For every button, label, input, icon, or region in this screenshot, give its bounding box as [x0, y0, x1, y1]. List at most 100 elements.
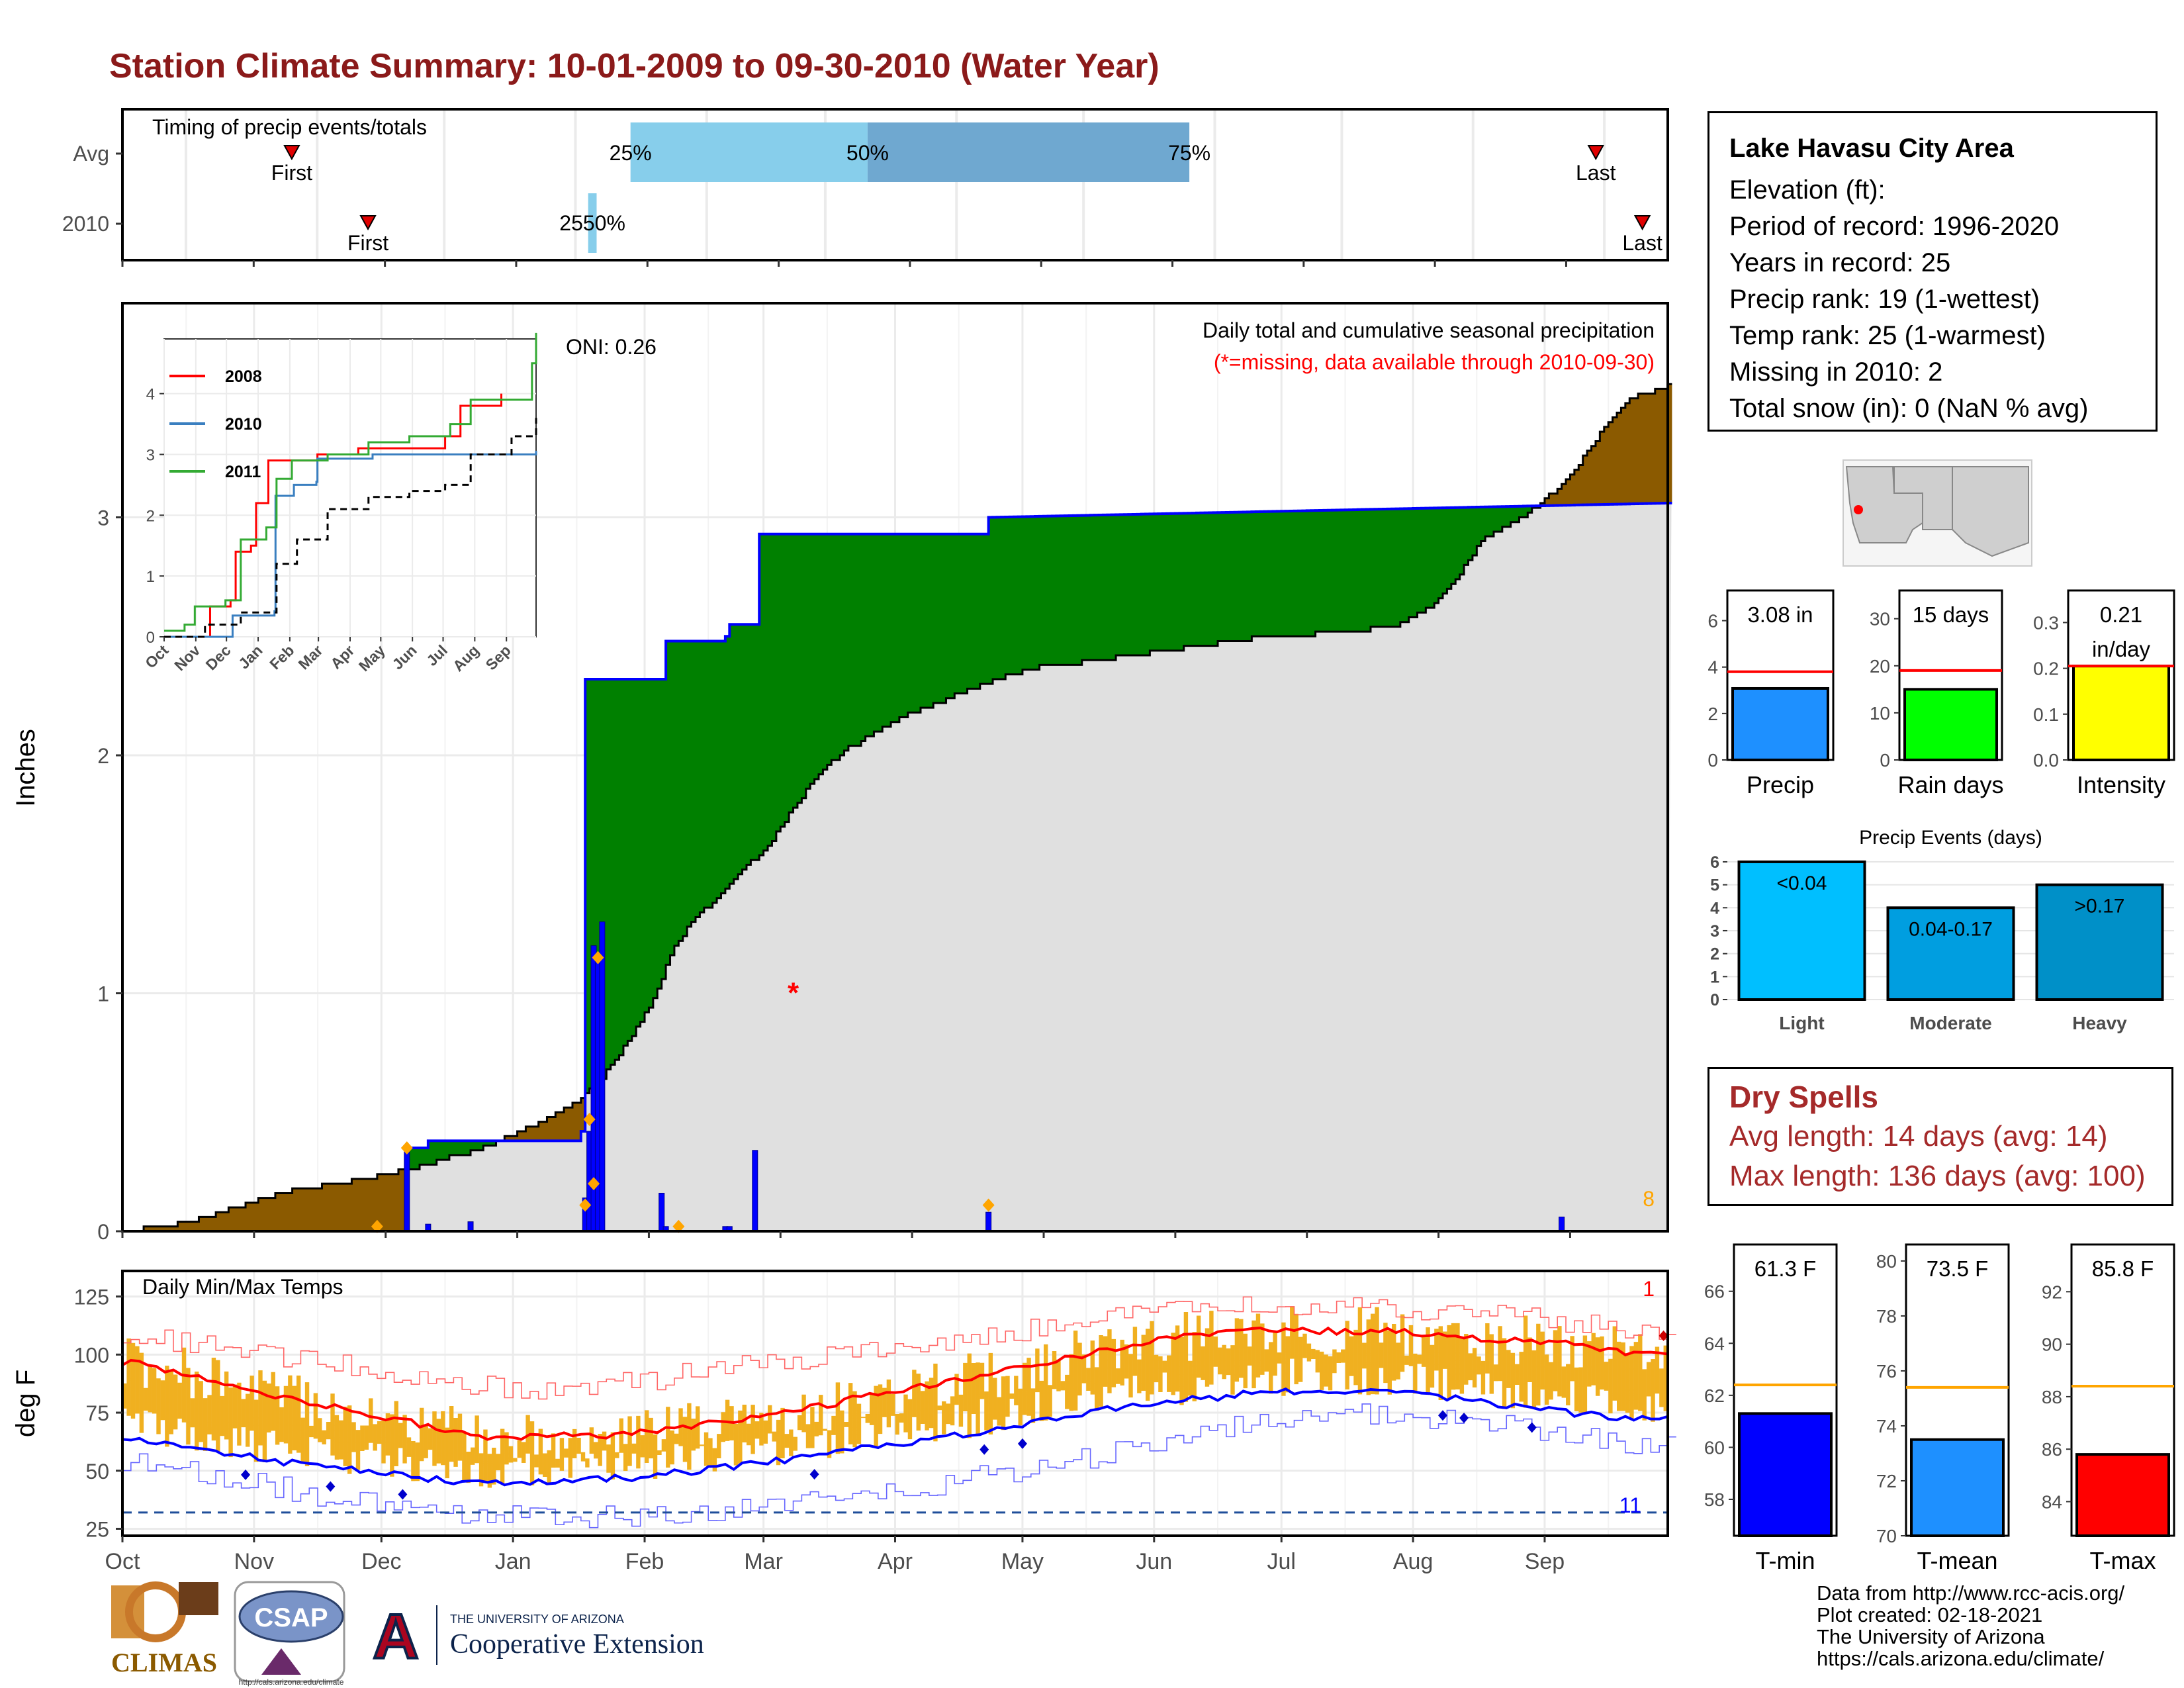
- temp-panel-1-value-label: 61.3 F: [1754, 1256, 1817, 1281]
- events-category-moderate: Moderate: [1909, 1013, 1991, 1033]
- info-precip-rank: Precip rank: 19 (1-wettest): [1729, 285, 2040, 314]
- temp-panel-1-y-tick-label: 60: [1704, 1437, 1725, 1458]
- events-y-tick-label: 4: [1710, 899, 1719, 917]
- station-info-box: Lake Havasu City Area Elevation (ft): Pe…: [1707, 111, 2158, 432]
- temp-record-min-line: [122, 1403, 1676, 1528]
- precip-y-tick-label: 2: [97, 744, 109, 768]
- events-category-heavy: Heavy: [2072, 1013, 2127, 1033]
- temp-panel-1-y-tick-label: 64: [1704, 1333, 1725, 1354]
- inset-series-line-2008: [164, 393, 503, 638]
- precip-panel-2-category-label: Rain days: [1897, 771, 2003, 798]
- precip-cumulative-2010-line: [122, 501, 1672, 1233]
- events-y-tick-label: 0: [1710, 991, 1719, 1009]
- temp-x-tick-label-Dec: Dec: [361, 1549, 401, 1574]
- info-snow: Total snow (in): 0 (NaN % avg): [1729, 394, 2089, 423]
- temp-record-high-marker: [1659, 1330, 1668, 1341]
- precip-panel-1-y-tick-label: 0: [1707, 750, 1718, 771]
- precip-daily-bar: [599, 921, 606, 1232]
- temp-y-axis-label: deg F: [11, 1370, 40, 1437]
- precip-daily-bar: [659, 1192, 665, 1232]
- events-bar-label-moderate: 0.04-0.17: [1909, 918, 1993, 940]
- temp-title: Daily Min/Max Temps: [142, 1275, 343, 1299]
- precip-subtitle: (*=missing, data available through 2010-…: [1214, 350, 1655, 374]
- events-bar-moderate: [1886, 906, 2015, 1001]
- temp-panel-1-category-label: T-min: [1756, 1547, 1815, 1574]
- temperature-bar-panels: 58 60 62 64 66 61.3 F T-min 70 72 74 76 78 80 73.5 F T…: [1704, 1243, 2175, 1574]
- events-bar-label-heavy: >0.17: [2075, 896, 2125, 917]
- timing-avg-last-label: Last: [1576, 161, 1616, 185]
- temp-panel-3-category-label: T-max: [2089, 1547, 2156, 1574]
- precip-panel-1-y-tick-label: 2: [1707, 704, 1718, 724]
- precip-daily-bar: [467, 1221, 474, 1232]
- ua-a-mark: A: [373, 1601, 418, 1672]
- timing-avg-first-marker: [283, 145, 300, 161]
- temp-record-low-marker: [241, 1469, 251, 1480]
- temp-y-tick-label: 100: [74, 1343, 109, 1367]
- temp-avg-max-line: [122, 1326, 1668, 1441]
- precip-panel-1-category-label: Precip: [1747, 771, 1814, 798]
- precip-average-line: [122, 383, 1672, 1233]
- timing-avg-first-label: First: [271, 161, 312, 185]
- precip-panel-2-value-bar: [1903, 688, 1998, 762]
- events-category-light: Light: [1779, 1013, 1824, 1033]
- precip-panel-2-value-label: 15 days: [1913, 602, 1989, 627]
- dry-spells-box: Dry Spells Avg length: 14 days (avg: 14)…: [1707, 1067, 2173, 1206]
- timing-2010-last-label: Last: [1622, 231, 1662, 255]
- timing-row-label-Avg: Avg: [73, 142, 109, 165]
- temp-record-low-marker: [1459, 1412, 1469, 1423]
- temp-panel-2-value-label: 73.5 F: [1927, 1256, 1989, 1281]
- precip-panel-3-y-tick-label: 0.0: [2033, 750, 2059, 771]
- inset-legend-label-2011: 2011: [225, 463, 261, 481]
- credit-university: The University of Arizona: [1817, 1625, 2045, 1648]
- precip-y-tick-label: 3: [97, 506, 109, 530]
- precip-panel-3-value-label-unit: in/day: [2092, 637, 2151, 661]
- precip-record-marker: [588, 1177, 600, 1191]
- temp-panel-3-y-tick-label: 88: [2042, 1387, 2062, 1407]
- credit-data-source: Data from http://www.rcc-acis.org/: [1817, 1581, 2125, 1605]
- dry-spells-avg: Avg length: 14 days (avg: 14): [1729, 1120, 2108, 1152]
- temp-x-tick-label-May: May: [1001, 1549, 1044, 1574]
- temp-x-tick-label-Jan: Jan: [495, 1549, 531, 1574]
- temp-y-tick-label: 50: [85, 1460, 109, 1483]
- temp-x-tick-label-Aug: Aug: [1393, 1549, 1433, 1574]
- temp-panel-3-y-tick-label: 90: [2042, 1335, 2062, 1355]
- inset-series-line-2010: [164, 450, 537, 638]
- timing-2010-quartile-label: 2550%: [559, 211, 625, 235]
- precip-panel-2-y-tick-label: 20: [1870, 656, 1890, 677]
- credits: Data from http://www.rcc-acis.org/ Plot …: [1817, 1582, 2124, 1669]
- precip-panel-3-y-tick-label: 0.3: [2033, 612, 2059, 633]
- precip-bar-panels: 0 2 4 6 3.08 in Precip 0 10 20 30 15 days Rain days…: [1707, 589, 2175, 798]
- temp-panel-2-y-tick-label: 78: [1876, 1306, 1897, 1327]
- precip-record-marker: [371, 1219, 383, 1233]
- temp-record-low-count: 11: [1619, 1493, 1641, 1517]
- precip-record-marker: [583, 1113, 596, 1127]
- inset-series-line-2011: [164, 332, 537, 632]
- precip-daily-bar: [985, 1211, 992, 1232]
- temp-record-low-marker: [809, 1469, 819, 1480]
- temp-panel-2-value-bar: [1910, 1438, 2005, 1538]
- page-title: Station Climate Summary: 10-01-2009 to 0…: [109, 47, 1160, 85]
- precip-title: Daily total and cumulative seasonal prec…: [1203, 318, 1655, 342]
- precip-record-marker: [982, 1198, 995, 1212]
- temp-panel-3-value-bar: [2075, 1453, 2170, 1538]
- events-y-tick-label: 2: [1710, 945, 1719, 964]
- temp-y-tick-label: 75: [85, 1401, 109, 1425]
- info-elevation: Elevation (ft):: [1729, 175, 1886, 205]
- timing-avg-q50-75-bar: [867, 122, 1190, 182]
- inset-legend-label-2010: 2010: [225, 415, 262, 434]
- ua-small-text: THE UNIVERSITY OF ARIZONA: [450, 1613, 624, 1626]
- temp-panel-2-y-tick-label: 72: [1876, 1471, 1897, 1491]
- temp-panel-1-y-tick-label: 66: [1704, 1282, 1725, 1302]
- precip-panel-1-y-tick-label: 4: [1707, 657, 1718, 678]
- events-y-tick-label: 6: [1710, 853, 1719, 872]
- timing-row-label-2010: 2010: [62, 212, 109, 236]
- info-years: Years in record: 25: [1729, 248, 1951, 277]
- temp-y-tick-label: 125: [74, 1286, 109, 1309]
- temp-x-tick-label-Mar: Mar: [744, 1549, 783, 1574]
- info-missing: Missing in 2010: 2: [1729, 357, 1943, 387]
- ua-big-text: Cooperative Extension: [450, 1629, 704, 1660]
- logos: CLIMAS CSAP http://cals.arizona.edu/climat…: [111, 1581, 704, 1687]
- precip-panel-3-y-tick-label: 0.1: [2033, 704, 2059, 725]
